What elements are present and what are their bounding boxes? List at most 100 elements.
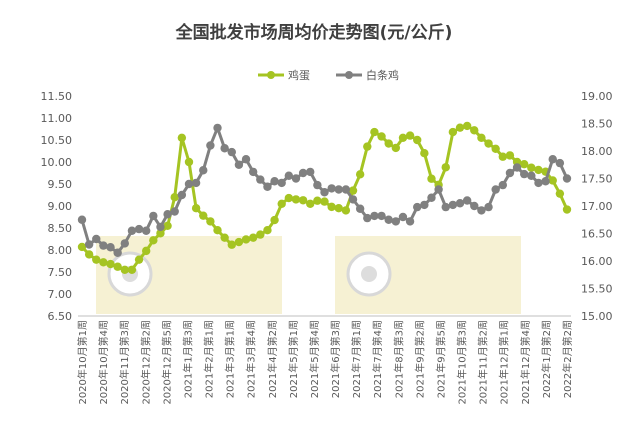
data-point-白条鸡 xyxy=(227,147,236,157)
data-point-白条鸡 xyxy=(484,202,493,212)
x-tick-label: 2021年3月第4周 xyxy=(245,320,258,398)
data-point-白条鸡 xyxy=(220,144,229,153)
data-point-鸡蛋 xyxy=(77,242,87,252)
data-point-白条鸡 xyxy=(313,180,322,190)
data-point-鸡蛋 xyxy=(384,139,393,148)
data-point-鸡蛋 xyxy=(291,195,301,204)
x-tick-label: 2021年5月第4周 xyxy=(308,320,321,398)
data-point-白条鸡 xyxy=(206,141,215,150)
data-point-白条鸡 xyxy=(448,200,458,210)
data-point-白条鸡 xyxy=(298,168,308,178)
data-point-白条鸡 xyxy=(134,224,144,234)
y-left-tick-label: 8.50 xyxy=(48,222,73,235)
y-right-tick-label: 18.50 xyxy=(581,118,613,131)
data-point-鸡蛋 xyxy=(370,127,379,137)
y-right-tick-label: 18.00 xyxy=(581,145,613,158)
data-point-白条鸡 xyxy=(234,160,244,169)
data-point-白条鸡 xyxy=(491,185,500,194)
data-point-白条鸡 xyxy=(455,199,465,208)
data-point-鸡蛋 xyxy=(562,205,572,214)
data-point-鸡蛋 xyxy=(477,133,486,142)
data-point-白条鸡 xyxy=(327,184,336,193)
data-point-鸡蛋 xyxy=(134,255,144,264)
data-point-白条鸡 xyxy=(527,171,536,180)
data-point-鸡蛋 xyxy=(341,206,351,215)
data-point-白条鸡 xyxy=(470,201,479,211)
data-point-鸡蛋 xyxy=(313,196,322,205)
data-point-鸡蛋 xyxy=(306,199,315,208)
data-point-鸡蛋 xyxy=(270,215,279,225)
data-point-白条鸡 xyxy=(77,215,87,224)
data-point-白条鸡 xyxy=(141,226,151,235)
data-point-白条鸡 xyxy=(106,243,115,252)
data-point-鸡蛋 xyxy=(498,152,508,161)
data-point-白条鸡 xyxy=(213,123,222,133)
x-tick-label: 2020年12月第5周 xyxy=(160,320,173,405)
x-tick-label: 2021年12月第1周 xyxy=(498,320,511,405)
data-point-鸡蛋 xyxy=(355,170,365,179)
data-point-白条鸡 xyxy=(256,175,265,184)
data-point-白条鸡 xyxy=(277,178,286,188)
x-tick-label: 2021年4月第2周 xyxy=(266,320,279,398)
data-point-白条鸡 xyxy=(120,239,129,248)
x-tick-label: 2022年1月第2周 xyxy=(540,320,553,398)
y-left-tick-label: 7.50 xyxy=(48,266,73,279)
x-tick-label: 2021年12月第4周 xyxy=(519,320,532,405)
x-tick-label: 2021年9月第5周 xyxy=(434,320,447,398)
x-tick-label: 2021年8月第3周 xyxy=(392,320,405,398)
data-point-白条鸡 xyxy=(263,182,272,191)
x-tick-label: 2021年3月第1周 xyxy=(224,320,237,398)
data-point-白条鸡 xyxy=(505,168,515,178)
x-tick-label: 2022年2月第2周 xyxy=(561,320,574,398)
data-point-白条鸡 xyxy=(384,215,393,224)
data-point-白条鸡 xyxy=(413,202,422,212)
data-point-白条鸡 xyxy=(92,234,101,244)
data-point-鸡蛋 xyxy=(248,233,258,242)
data-point-鸡蛋 xyxy=(206,217,215,226)
data-point-鸡蛋 xyxy=(448,127,458,137)
data-point-白条鸡 xyxy=(512,163,522,172)
data-point-鸡蛋 xyxy=(170,193,179,202)
y-right-tick-label: 17.50 xyxy=(581,173,613,186)
data-point-白条鸡 xyxy=(377,211,386,221)
data-point-白条鸡 xyxy=(84,240,94,249)
x-tick-label: 2021年7月第1周 xyxy=(350,320,363,398)
x-tick-label: 2021年11月第2周 xyxy=(477,320,490,405)
data-point-鸡蛋 xyxy=(263,226,272,235)
data-point-白条鸡 xyxy=(99,241,108,250)
data-point-鸡蛋 xyxy=(455,123,465,132)
data-point-鸡蛋 xyxy=(377,132,386,141)
x-tick-label: 2020年10月第4周 xyxy=(97,320,110,405)
data-point-白条鸡 xyxy=(170,207,179,216)
data-point-白条鸡 xyxy=(191,178,201,188)
y-left-tick-label: 9.00 xyxy=(48,200,73,213)
data-point-鸡蛋 xyxy=(398,133,408,142)
data-point-白条鸡 xyxy=(156,222,165,232)
y-left-tick-label: 9.50 xyxy=(48,178,73,191)
data-point-鸡蛋 xyxy=(141,246,151,256)
data-point-白条鸡 xyxy=(199,166,208,175)
data-point-鸡蛋 xyxy=(234,237,244,247)
data-point-白条鸡 xyxy=(420,200,429,210)
data-point-鸡蛋 xyxy=(127,265,137,274)
data-point-白条鸡 xyxy=(334,185,343,194)
x-tick-label: 2021年1月第3周 xyxy=(181,320,194,398)
legend-marker-鸡蛋 xyxy=(267,71,275,79)
data-point-鸡蛋 xyxy=(149,236,158,245)
data-point-鸡蛋 xyxy=(534,165,543,175)
legend-label-鸡蛋: 鸡蛋 xyxy=(288,68,310,82)
data-point-鸡蛋 xyxy=(391,143,401,153)
x-tick-label: 2021年2月第1周 xyxy=(203,320,216,398)
data-point-鸡蛋 xyxy=(527,163,536,172)
y-right-tick-label: 19.00 xyxy=(581,90,613,103)
data-point-白条鸡 xyxy=(248,167,258,177)
data-point-白条鸡 xyxy=(477,206,486,215)
legend-marker-白条鸡 xyxy=(345,71,353,79)
data-point-鸡蛋 xyxy=(462,121,472,131)
y-right-tick-label: 15.00 xyxy=(581,310,613,323)
data-point-白条鸡 xyxy=(241,155,251,164)
data-point-白条鸡 xyxy=(520,169,529,179)
data-point-鸡蛋 xyxy=(199,211,208,220)
